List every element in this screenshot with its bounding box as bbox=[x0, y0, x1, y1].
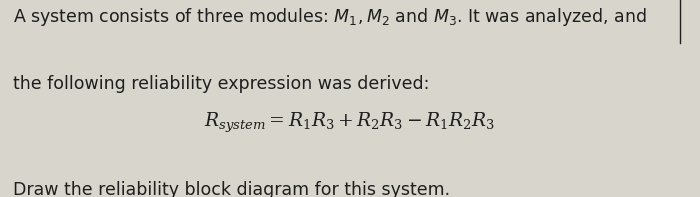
Text: the following reliability expression was derived:: the following reliability expression was… bbox=[13, 75, 429, 93]
Text: Draw the reliability block diagram for this system.: Draw the reliability block diagram for t… bbox=[13, 181, 449, 197]
Text: $R_{system} = R_1R_3 + R_2R_3 - R_1R_2R_3$: $R_{system} = R_1R_3 + R_2R_3 - R_1R_2R_… bbox=[204, 110, 496, 135]
Text: A system consists of three modules: $M_1, M_2$ and $M_3$. It was analyzed, and: A system consists of three modules: $M_1… bbox=[13, 6, 646, 28]
